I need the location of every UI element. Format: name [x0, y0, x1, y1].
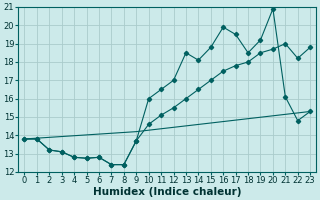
X-axis label: Humidex (Indice chaleur): Humidex (Indice chaleur)	[93, 187, 242, 197]
